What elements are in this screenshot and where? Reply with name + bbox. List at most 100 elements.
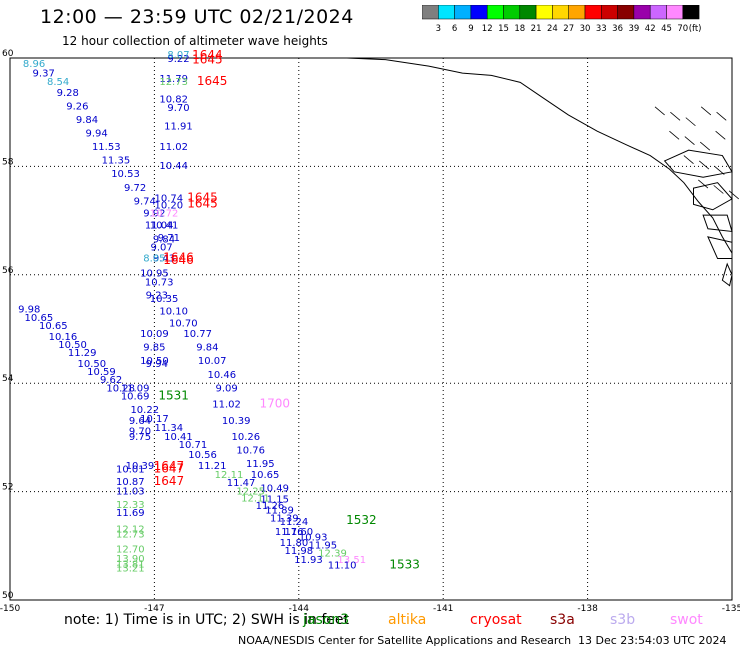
wave-height-label: 9.72 — [124, 183, 146, 194]
wave-height-label: 12.39 — [318, 549, 347, 560]
wave-height-label: 11.53 — [92, 142, 121, 153]
legend-tick-label: 45 — [661, 24, 672, 34]
wave-height-label: 9.85 — [143, 343, 165, 354]
legend-swatch — [666, 5, 684, 20]
wave-height-label: 10.65 — [25, 313, 54, 324]
wave-height-label: 11.24 — [280, 517, 309, 528]
wave-height-label: 12.11 — [241, 493, 270, 504]
coastline-fjord — [699, 141, 711, 151]
wave-height-label: 11.95 — [309, 541, 338, 552]
graticule-grid — [10, 58, 732, 600]
satellite-pass-times: 1644164516451645164516461646153117001647… — [154, 48, 420, 571]
wave-height-label: 10.76 — [236, 446, 265, 457]
wave-height-label: 10.41 — [164, 432, 193, 443]
wave-height-label: 10.35 — [150, 294, 179, 305]
coastline — [346, 57, 739, 287]
wave-height-label: 10.16 — [49, 332, 78, 343]
coastline-mainland — [346, 57, 733, 254]
wave-height-label: 10.50 — [78, 359, 107, 370]
legend-swot: swot — [670, 612, 703, 628]
lat-tick-label: 52 — [2, 483, 13, 493]
wave-height-label: 11.15 — [260, 494, 289, 505]
wave-height-label: 11.89 — [265, 505, 294, 516]
legend-swatch — [438, 5, 455, 20]
wave-height-label: 10.22 — [130, 405, 159, 416]
wave-height-label: 10.20 — [155, 201, 184, 212]
wave-height-label: 9.64 — [129, 416, 151, 427]
legend-tick-label: 18 — [514, 24, 525, 34]
wave-height-points: 9.228.07 8.969.378.549.28 9.26 9.84 9.94 11.5… — [18, 50, 366, 574]
wave-height-label: 8.85 — [143, 253, 165, 264]
wave-height-label: 10.01 — [116, 465, 145, 476]
wave-height-label: 9.98 — [18, 305, 40, 316]
wave-height-label: 11.39 — [270, 513, 299, 524]
wave-height-label: 10.77 — [183, 329, 212, 340]
wave-height-label: 9.84 — [196, 343, 218, 354]
legend-s3b: s3b — [610, 612, 636, 628]
legend-tick-label: 36 — [612, 24, 623, 34]
pass-time-label: 1531 — [158, 388, 189, 402]
lat-tick-label: 56 — [2, 266, 14, 276]
wave-height-label: 10.10 — [159, 306, 188, 317]
wave-height-label: 11.60 — [284, 527, 313, 538]
wave-height-label: 11.02 — [212, 400, 241, 411]
legend-tick-label: 9 — [468, 24, 473, 34]
pass-time-label: 1646 — [163, 250, 194, 264]
coastline-fjord — [714, 166, 725, 175]
wave-height-label: 10.41 — [150, 221, 179, 232]
wave-height-label: 11.79 — [159, 74, 188, 85]
legend-tick-label: 12 — [482, 24, 493, 34]
legend-swatch — [552, 5, 569, 20]
lat-tick-label: 58 — [2, 157, 14, 167]
wave-height-label: 10.56 — [188, 450, 217, 461]
coastline-fjord — [669, 130, 680, 140]
legend-swatch — [568, 5, 586, 20]
coastline-fjord — [684, 136, 695, 146]
wave-height-label: 10.93 — [299, 532, 328, 543]
wave-height-label: 12.12 — [116, 524, 145, 535]
lon-tick-label: -135 — [722, 604, 740, 614]
wave-height-label: 9.09 — [215, 383, 237, 394]
pass-time-label: 1647 — [154, 459, 185, 473]
wave-height-label: 11.04 — [145, 221, 174, 232]
pass-time-label: 1645 — [192, 52, 223, 66]
coastline-fjord — [716, 111, 727, 121]
wave-height-label: 9.43 — [153, 253, 175, 264]
wave-height-label: 9.37 — [33, 68, 55, 79]
wave-height-label: 9.84 — [153, 234, 175, 245]
coastline-fjord — [713, 185, 724, 194]
wave-height-label: 9.71 — [158, 233, 180, 244]
wave-height-label: 9.70 — [129, 427, 151, 438]
wave-height-label: 9.74 — [134, 196, 156, 207]
pass-time-label: 1647 — [154, 474, 185, 488]
legend-tick-label: 30 — [580, 24, 591, 34]
map-frame — [9, 57, 733, 601]
wave-height-label: 12.33 — [116, 500, 145, 511]
legend-swatch — [422, 5, 439, 20]
legend-tick-label: 24 — [547, 24, 558, 34]
wave-height-label: 13.21 — [116, 563, 145, 574]
wave-height-label: 10.95 — [140, 268, 169, 279]
wave-height-label: 10.65 — [251, 470, 280, 481]
wave-height-label: 10.72 — [150, 208, 179, 219]
pass-time-label: 1533 — [389, 558, 420, 572]
wave-height-label: 11.34 — [155, 423, 184, 434]
legend-swatch — [584, 5, 602, 20]
wave-height-label: 9.84 — [76, 115, 98, 126]
lat-tick-label: 54 — [2, 374, 14, 384]
legend-tick-label: 33 — [596, 24, 607, 34]
wave-height-label: 10.17 — [140, 414, 169, 425]
coastline-island — [707, 236, 733, 260]
wave-height-label: 11.35 — [102, 156, 131, 167]
wave-height-label: 11.09 — [121, 383, 150, 394]
wave-height-label: 10.50 — [58, 340, 87, 351]
wave-height-label: 11.95 — [246, 459, 275, 470]
legend-cryosat: cryosat — [470, 612, 522, 628]
wave-height-label: 9.62 — [100, 375, 122, 386]
wave-height-label: 12.25 — [236, 486, 265, 497]
pass-time-label: 1646 — [163, 253, 194, 267]
wave-height-label: 11.02 — [159, 142, 188, 153]
legend-jason3: jason3 — [303, 612, 350, 628]
wave-height-label: 9.07 — [150, 242, 172, 253]
